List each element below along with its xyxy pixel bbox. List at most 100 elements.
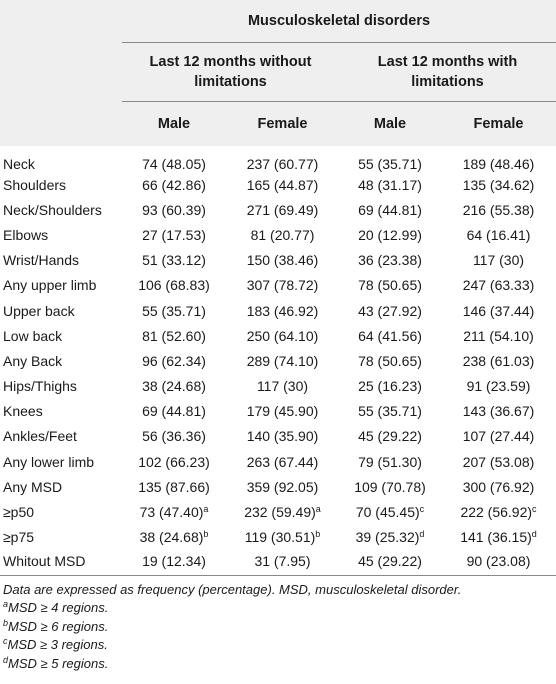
- cell-value: 81 (20.77): [250, 226, 315, 243]
- cell-value: 38 (24.68): [139, 529, 204, 546]
- cell-c4: 141 (36.15)d: [441, 525, 556, 550]
- header-corner-3: [0, 102, 122, 147]
- cell-c1: 51 (33.12): [122, 248, 226, 273]
- cell-c4: 207 (53.08): [441, 449, 556, 474]
- cell-value: 300 (76.92): [462, 478, 535, 495]
- table-row: Hips/Thighs 38 (24.68) 117 (30) 25 (16.23) 9…: [0, 374, 556, 399]
- cell-c4: 300 (76.92): [441, 474, 556, 499]
- cell-c2: 81 (20.77): [226, 222, 339, 247]
- col-female-with: Female: [473, 116, 524, 132]
- row-label: Low back: [3, 327, 63, 344]
- cell-value: 150 (38.46): [246, 252, 319, 269]
- cell-value: 56 (36.36): [142, 428, 206, 445]
- table-row: ≥p75 38 (24.68)b 119 (30.51)b 39 (25.32)d 14…: [0, 525, 556, 550]
- cell-c3: 64 (41.56): [339, 323, 441, 348]
- cell-value: 93 (60.39): [142, 201, 206, 218]
- cell-c4: 211 (54.10): [441, 323, 556, 348]
- cell-c1: 74 (48.05): [122, 146, 226, 172]
- row-label: Ankles/Feet: [3, 428, 77, 445]
- cell-c3: 39 (25.32)d: [339, 525, 441, 550]
- row-label: Whitout MSD: [0, 549, 122, 576]
- note-b: bMSD ≥ 6 regions.: [3, 618, 556, 637]
- cell-value: 263 (67.44): [246, 453, 319, 470]
- cell-value: 79 (51.30): [358, 453, 422, 470]
- cell-c1: 106 (68.83): [122, 273, 226, 298]
- cell-value: 73 (47.40): [139, 504, 204, 521]
- group-title: Musculoskeletal disorders: [122, 0, 556, 43]
- note-b-mark: b: [3, 617, 9, 628]
- table-notes: Data are expressed as frequency (percent…: [0, 576, 556, 674]
- table-row: Any MSD 135 (87.66) 359 (92.05) 109 (70.78)…: [0, 474, 556, 499]
- cell-c3: 55 (35.71): [339, 146, 441, 172]
- cell-value: 36 (23.38): [358, 252, 422, 269]
- cell-c3: 45 (29.22): [339, 549, 441, 576]
- cell-c4: 107 (27.44): [441, 424, 556, 449]
- table-row: Any lower limb 102 (66.23) 263 (67.44) 79 (…: [0, 449, 556, 474]
- row-label: Shoulders: [3, 176, 67, 193]
- cell-value: 64 (41.56): [358, 327, 422, 344]
- table-header: Musculoskeletal disorders Last 12 months…: [0, 0, 556, 146]
- col-group-without-limitations: Last 12 months without limitations: [122, 42, 339, 102]
- table-row: Upper back 55 (35.71) 183 (46.92) 43 (27.92…: [0, 298, 556, 323]
- cell-value: 90 (23.08): [466, 553, 531, 570]
- footnote-mark: b: [203, 529, 209, 540]
- cell-c2: 359 (92.05): [226, 474, 339, 499]
- footnote-mark: a: [203, 504, 209, 515]
- cell-c3: 45 (29.22): [339, 424, 441, 449]
- cell-value: 20 (12.99): [358, 226, 422, 243]
- cell-value: 66 (42.86): [142, 176, 206, 193]
- cell-value: 247 (63.33): [462, 277, 535, 294]
- cell-value: 78 (50.65): [358, 352, 422, 369]
- cell-value: 31 (7.95): [254, 553, 311, 570]
- cell-c2: 307 (78.72): [226, 273, 339, 298]
- cell-c3: 20 (12.99): [339, 222, 441, 247]
- note-a: aMSD ≥ 4 regions.: [3, 599, 556, 618]
- cell-value: 135 (87.66): [138, 478, 210, 495]
- note-c-text: MSD ≥ 3 regions.: [7, 637, 108, 652]
- footnote-mark: c: [532, 504, 537, 515]
- cell-value: 165 (44.87): [246, 176, 319, 193]
- row-label: Any Back: [3, 352, 63, 369]
- cell-value: 109 (70.78): [354, 478, 426, 495]
- cell-value: 250 (64.10): [246, 327, 319, 344]
- cell-value: 51 (33.12): [142, 252, 206, 269]
- cell-c4: 247 (63.33): [441, 273, 556, 298]
- row-label: Hips/Thighs: [3, 378, 77, 395]
- cell-value: 55 (35.71): [358, 156, 422, 172]
- cell-value: 119 (30.51): [244, 529, 316, 546]
- cell-c1: 69 (44.81): [122, 399, 226, 424]
- cell-value: 107 (27.44): [462, 428, 535, 445]
- msd-table: Musculoskeletal disorders Last 12 months…: [0, 0, 556, 576]
- cell-c2: 179 (45.90): [226, 399, 339, 424]
- cell-value: 211 (54.10): [463, 327, 534, 344]
- header-corner: [0, 0, 122, 43]
- cell-c1: 27 (17.53): [122, 222, 226, 247]
- cell-value: 27 (17.53): [142, 226, 206, 243]
- cell-c1: 81 (52.60): [122, 323, 226, 348]
- cell-c4: 135 (34.62): [441, 172, 556, 197]
- cell-c4: 146 (37.44): [441, 298, 556, 323]
- cell-value: 135 (34.62): [462, 176, 535, 193]
- table-row: Shoulders 66 (42.86) 165 (44.87) 48 (31.17)…: [0, 172, 556, 197]
- note-c-mark: c: [3, 636, 8, 646]
- cell-c2: 150 (38.46): [226, 248, 339, 273]
- cell-c1: 38 (24.68): [122, 374, 226, 399]
- cell-c2: 183 (46.92): [226, 298, 339, 323]
- note-a-mark: a: [3, 599, 9, 609]
- cell-c1: 66 (42.86): [122, 172, 226, 197]
- cell-value: 45 (29.22): [358, 428, 422, 445]
- cell-c4: 91 (23.59): [441, 374, 556, 399]
- cell-c4: 238 (61.03): [441, 348, 556, 373]
- col-female-without: Female: [257, 116, 308, 132]
- cell-value: 96 (62.34): [142, 352, 206, 369]
- row-label: ≥p75: [3, 529, 35, 546]
- table-row: Ankles/Feet 56 (36.36) 140 (35.90) 45 (29.2…: [0, 424, 556, 449]
- table-row: Neck/Shoulders 93 (60.39) 271 (69.49) 69 (4…: [0, 197, 556, 222]
- cell-value: 55 (35.71): [142, 302, 206, 319]
- cell-value: 359 (92.05): [246, 478, 319, 495]
- cell-c1: 135 (87.66): [122, 474, 226, 499]
- cell-c3: 36 (23.38): [339, 248, 441, 273]
- footnote-mark: b: [315, 529, 321, 540]
- cell-c1: 19 (12.34): [122, 549, 226, 576]
- cell-c4: 117 (30): [441, 248, 556, 273]
